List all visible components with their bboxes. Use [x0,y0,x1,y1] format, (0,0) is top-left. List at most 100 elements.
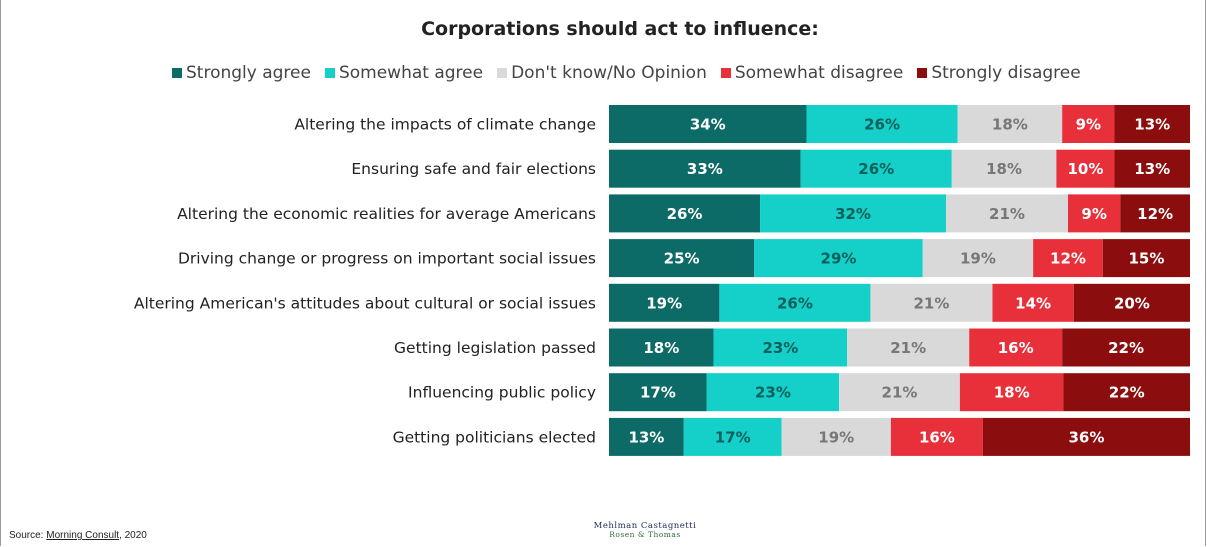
data-label: 12% [1050,250,1086,268]
legend-item: Somewhat disagree [720,63,904,83]
data-label: 12% [1137,205,1173,223]
data-label: 26% [864,116,900,134]
data-label: 26% [858,160,894,178]
bar-segment [847,328,970,367]
data-label: 22% [1109,384,1145,402]
data-label: 19% [818,428,854,446]
bar-segment [609,417,684,456]
bar-segment [957,105,1063,143]
bar-segment [683,417,782,456]
data-label: 13% [1134,116,1170,134]
data-label: 34% [690,116,726,134]
category-label: Getting politicians elected [393,428,596,446]
category-label: Ensuring safe and fair elections [351,160,596,178]
source-link[interactable]: Morning Consult [46,530,120,541]
legend-swatch [172,68,182,78]
data-label: 18% [994,384,1030,402]
legend-swatch [324,68,335,78]
bar-segment [609,105,807,143]
data-label: 20% [1114,294,1150,312]
bar-segment [1073,283,1190,322]
data-label: 19% [960,250,996,268]
bar-segment [1067,194,1121,233]
bar-segment [1114,149,1190,188]
bar-segment [800,149,952,188]
category-label: Driving change or progress on important … [178,250,596,268]
legend-label: Strongly disagree [931,63,1081,83]
data-label: 14% [1015,294,1051,312]
data-label: 10% [1067,160,1103,178]
bar-segment [781,417,891,456]
bar-segment [760,194,946,233]
bar-segment [1102,239,1190,278]
data-label: 13% [1134,160,1170,178]
data-label: 16% [919,428,955,446]
category-label: Getting legislation passed [394,339,596,357]
data-label: 33% [687,160,723,178]
source-prefix: Source: [9,530,47,541]
bar-segment [870,283,993,322]
data-label: 21% [914,294,950,312]
bar-segment [1056,149,1115,188]
data-label: 21% [890,339,926,357]
category-label: Altering the impacts of climate change [294,116,596,134]
chart-legend: Strongly agree Somewhat agree Don't know/N… [172,62,1081,84]
logo-line-2: Rosen & Thomas [609,529,681,539]
bar-segment [713,328,848,367]
data-label: 26% [777,294,813,312]
data-label: 22% [1108,339,1144,357]
bar-segment [1114,105,1190,143]
data-label: 21% [989,205,1025,223]
bar-segment [609,328,714,367]
bar-segment [609,239,755,278]
data-label: 36% [1069,428,1105,446]
company-logo: Mehlman Castagnetti Rosen & Thomas [580,522,710,539]
legend-label: Somewhat disagree [734,63,904,83]
legend-item: Don't know/No Opinion [497,63,707,83]
logo-line-1: Mehlman Castagnetti [593,521,697,531]
data-label: 19% [646,294,682,312]
bar-segment [1062,328,1190,367]
bar-segment [609,283,720,322]
data-label: 29% [821,250,857,268]
legend-swatch [497,68,508,78]
category-label: Altering the economic realities for aver… [177,205,596,223]
legend-swatch [917,68,928,78]
legend-item: Somewhat agree [324,63,483,83]
legend-item: Strongly agree [172,63,311,83]
bar-segment [754,239,923,278]
data-label: 21% [882,384,918,402]
data-label: 23% [762,339,798,357]
data-label: 15% [1128,250,1164,268]
legend-swatch [720,68,731,78]
data-label: 17% [715,428,751,446]
bar-segment [706,373,840,412]
data-label: 18% [992,116,1028,134]
bar-segment [609,373,707,412]
data-label: 13% [628,428,664,446]
bar-segment [839,373,960,412]
bar-segment [609,149,801,188]
bar-segment [945,194,1068,233]
bar-segment [969,328,1063,367]
data-label: 25% [664,250,700,268]
source-note: Source: Morning Consult, 2020 [9,530,147,541]
data-label: 32% [835,205,871,223]
bar-segment [890,417,983,456]
data-label: 18% [986,160,1022,178]
bar-segment [982,417,1190,456]
chart-title: Corporations should act to influence: [421,18,819,40]
bar-segment [1062,105,1115,143]
bar-segment [959,373,1064,412]
bar-segment [1063,373,1190,412]
data-label: 23% [755,384,791,402]
source-suffix: , 2020 [119,530,147,541]
data-label: 16% [998,339,1034,357]
legend-label: Don't know/No Opinion [511,63,707,83]
data-label: 17% [640,384,676,402]
bar-segment [609,194,761,233]
category-label: Altering American's attitudes about cult… [134,294,596,312]
data-label: 26% [667,205,703,223]
